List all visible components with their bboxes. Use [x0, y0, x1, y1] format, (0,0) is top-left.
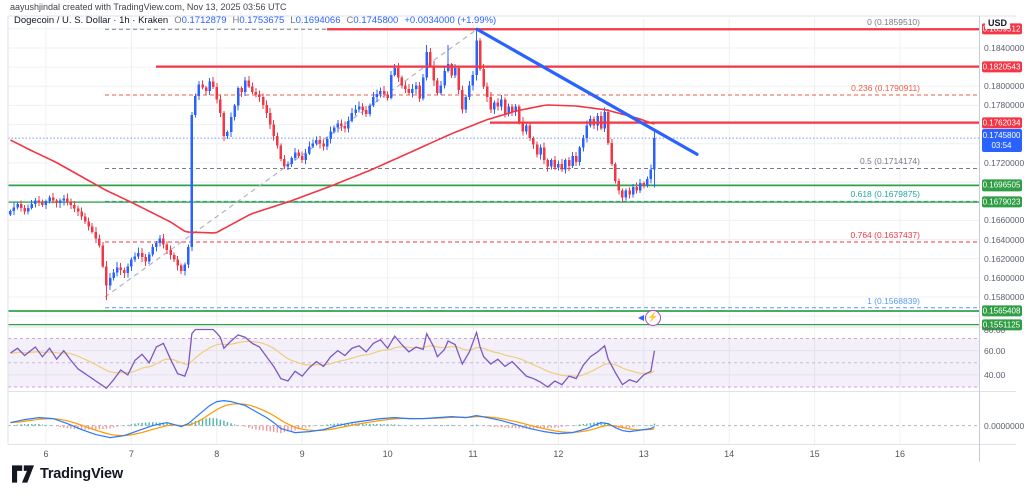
ohlc-key: C: [346, 15, 354, 26]
ohlc-value: 0.1712879: [181, 15, 227, 26]
rsi-ma-line: [10, 340, 655, 377]
currency-label: USD: [985, 18, 1011, 29]
pane-frame: [7, 15, 1016, 462]
symbol-title: Dogecoin / U. S. Dollar · 1h · Kraken: [14, 15, 169, 26]
ohlc-value: 0.1753675: [239, 15, 285, 26]
ohlc-value: 0.1745800: [353, 15, 399, 26]
tradingview-logo[interactable]: TradingView: [12, 465, 123, 483]
lightning-idea-marker-icon[interactable]: ⚡: [645, 310, 661, 326]
price-change: +0.0034000 (+1.99%): [404, 15, 497, 26]
candles-layer: [9, 29, 656, 300]
red-resistance-lines[interactable]: [156, 28, 980, 124]
ohlc-key: H: [232, 15, 240, 26]
macd-signal-line: [10, 403, 655, 437]
green-support-lines: [8, 184, 980, 326]
rsi-line[interactable]: [10, 328, 656, 390]
macd-line[interactable]: [10, 399, 655, 439]
ma-line[interactable]: [10, 104, 655, 234]
ohlc-key: O: [174, 15, 182, 26]
idea-marker-arrow-icon: [638, 315, 644, 321]
ohlc-value: 0.1694066: [295, 15, 341, 26]
attribution-text: aayushjindal created with TradingView.co…: [10, 2, 287, 12]
symbol-legend[interactable]: Dogecoin / U. S. Dollar · 1h · Kraken O0.…: [14, 15, 496, 26]
tradingview-logo-text: TradingView: [40, 466, 123, 482]
fib-retracement-lines: [105, 28, 980, 309]
tradingview-logo-icon: [12, 465, 34, 483]
rsi-band: [8, 338, 980, 388]
falling-trendline[interactable]: [475, 27, 699, 156]
ohlc-key: L: [290, 15, 296, 26]
